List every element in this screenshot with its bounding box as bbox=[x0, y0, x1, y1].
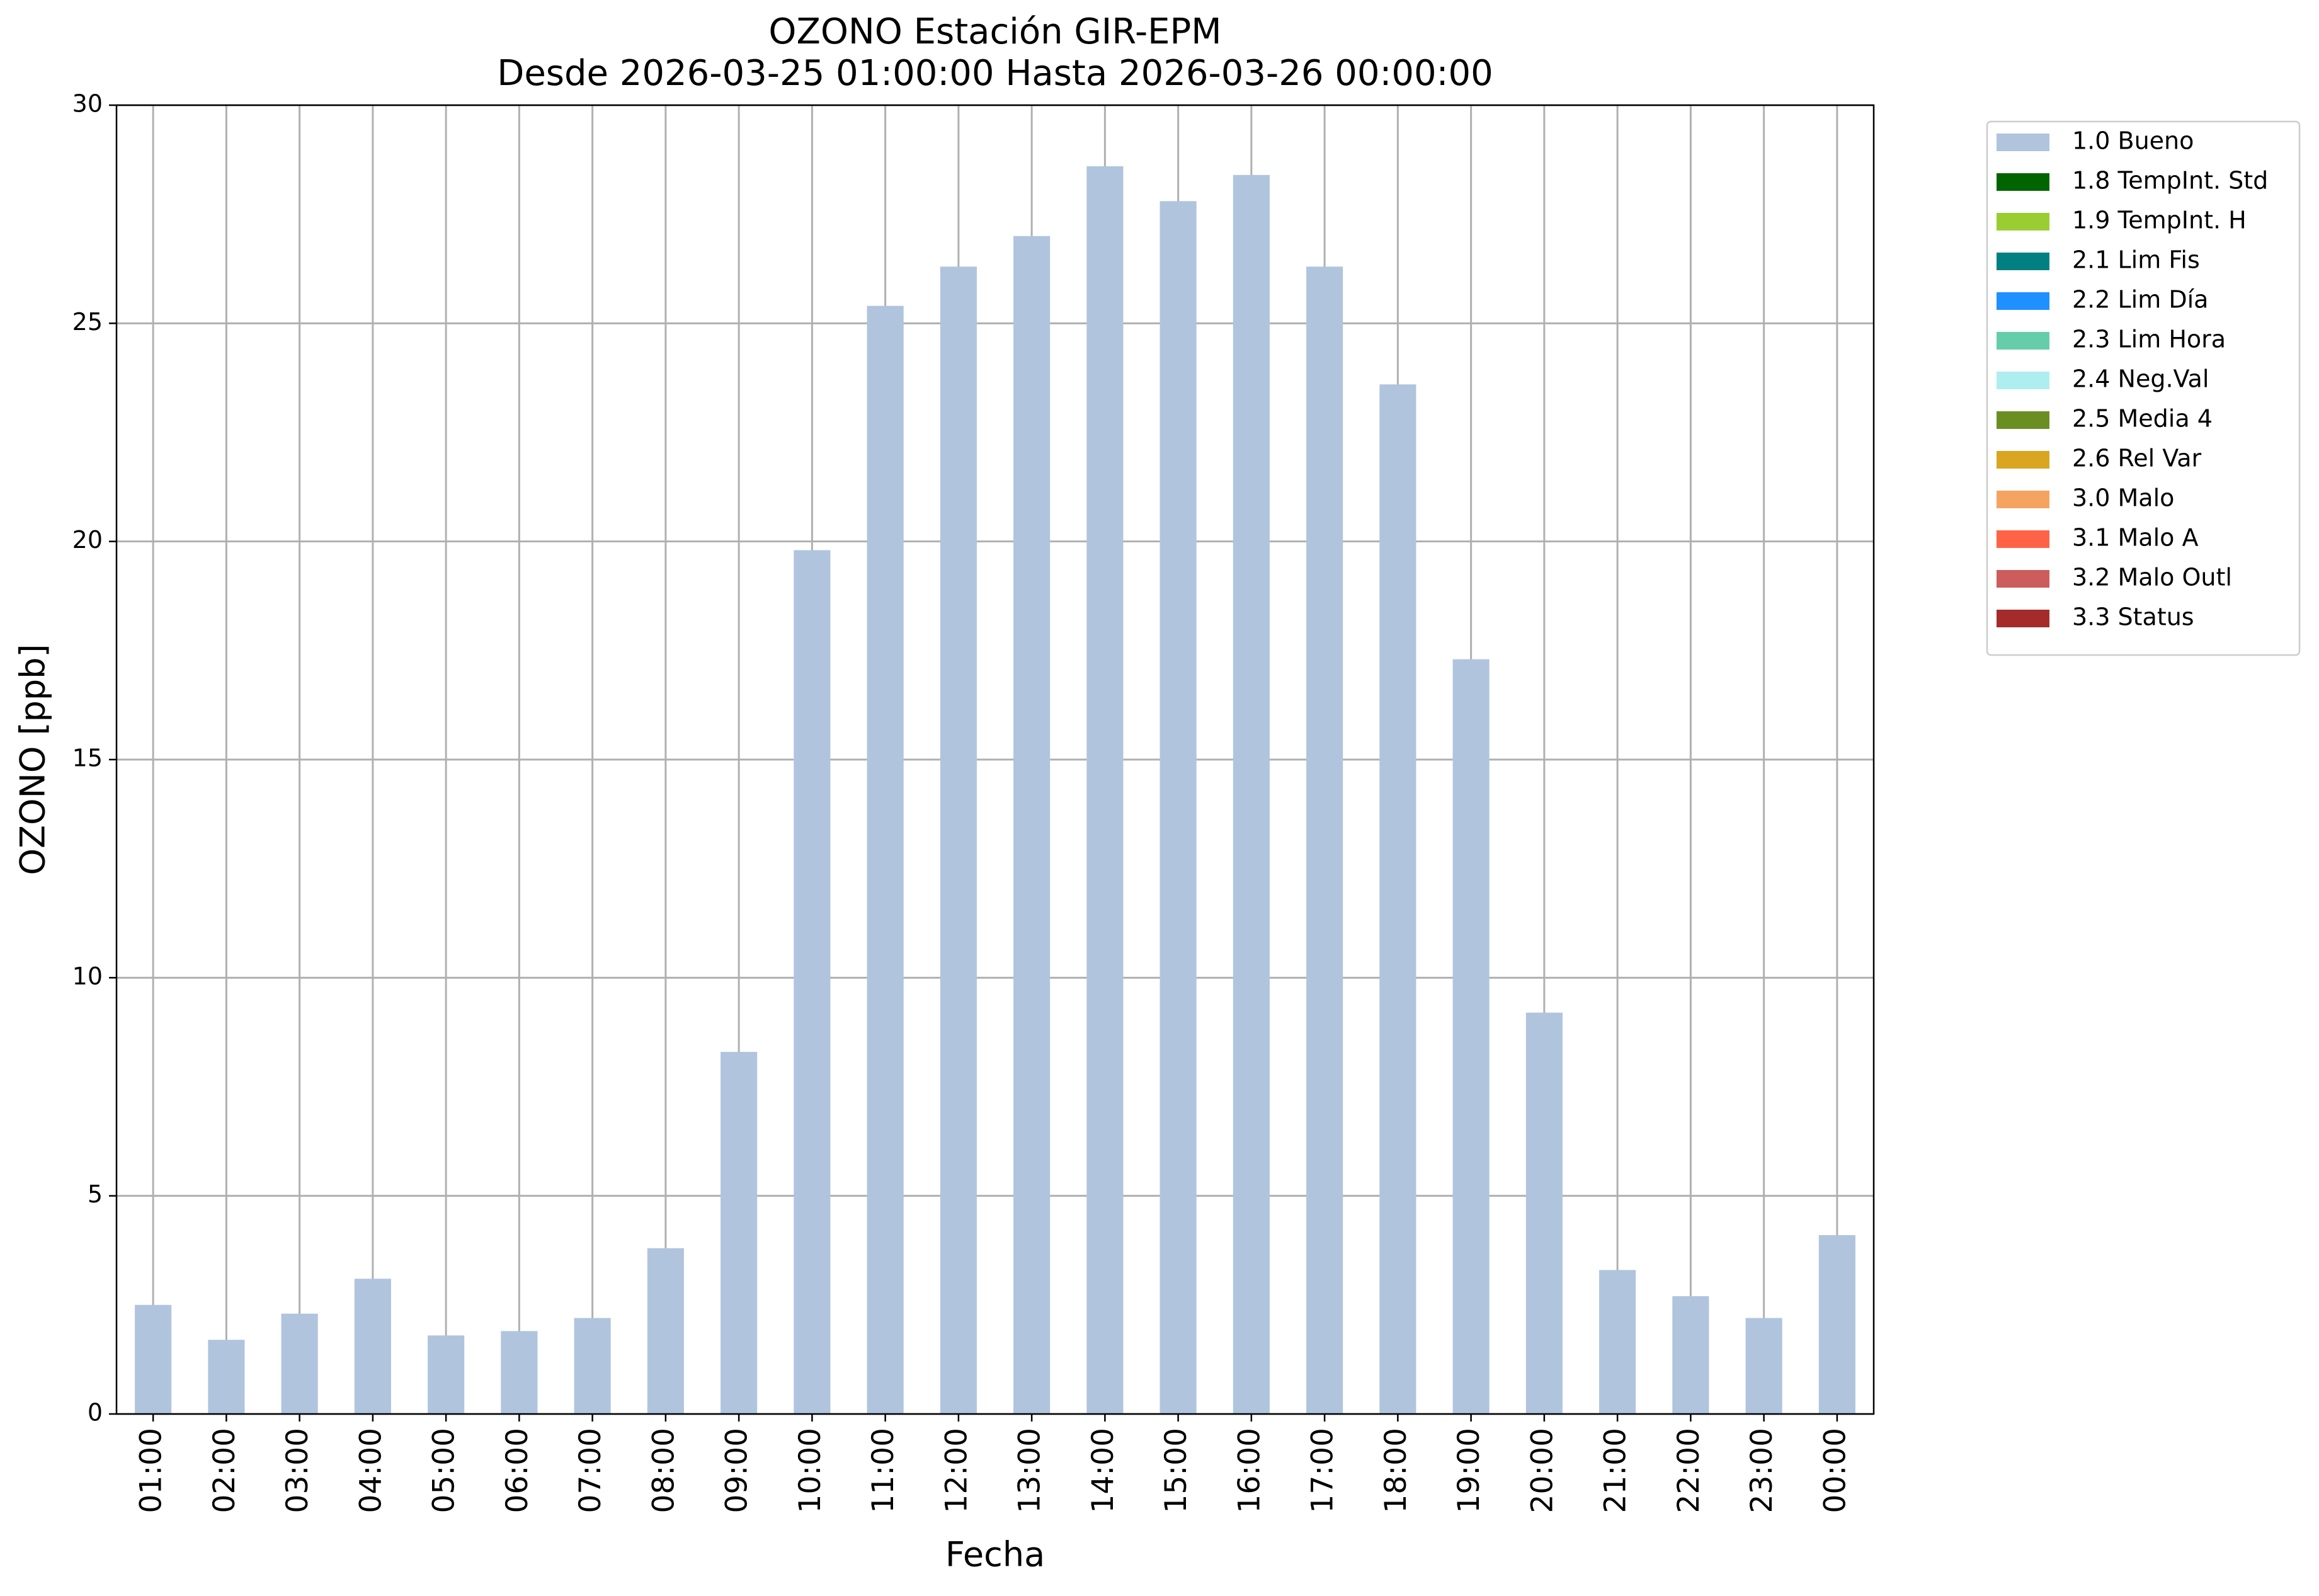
chart-title: OZONO Estación GIR-EPM bbox=[768, 11, 1221, 52]
x-axis-label: Fecha bbox=[945, 1535, 1045, 1575]
bar bbox=[867, 305, 904, 1414]
bar bbox=[354, 1279, 391, 1414]
x-tick-label: 07:00 bbox=[573, 1428, 608, 1513]
x-tick-label: 12:00 bbox=[939, 1428, 974, 1513]
bar bbox=[1233, 174, 1270, 1414]
x-tick-label: 02:00 bbox=[207, 1428, 242, 1513]
legend-label: 2.6 Rel Var bbox=[2072, 445, 2202, 472]
legend-swatch bbox=[1997, 570, 2049, 588]
y-tick-label: 30 bbox=[72, 90, 103, 118]
y-tick-label: 15 bbox=[72, 744, 103, 772]
legend-label: 1.0 Bueno bbox=[2072, 127, 2194, 155]
legend-swatch bbox=[1997, 530, 2049, 548]
legend-label: 3.1 Malo A bbox=[2072, 524, 2198, 552]
x-tick-label: 19:00 bbox=[1452, 1428, 1486, 1513]
x-tick-label: 16:00 bbox=[1232, 1428, 1267, 1513]
x-tick-label: 15:00 bbox=[1159, 1428, 1194, 1513]
bar bbox=[647, 1248, 684, 1414]
legend-box bbox=[1986, 120, 2301, 656]
legend-label: 2.1 Lim Fis bbox=[2072, 246, 2200, 274]
legend-swatch bbox=[1997, 491, 2049, 508]
legend-label: 3.2 Malo Outl bbox=[2072, 564, 2232, 591]
x-tick-label: 10:00 bbox=[793, 1428, 828, 1513]
x-tick-label: 04:00 bbox=[353, 1428, 388, 1513]
bar bbox=[1599, 1270, 1636, 1414]
x-tick-label: 09:00 bbox=[720, 1428, 755, 1513]
bar bbox=[1525, 1012, 1563, 1414]
bar bbox=[1086, 166, 1124, 1414]
y-tick-label: 0 bbox=[88, 1399, 103, 1427]
legend-label: 2.3 Lim Hora bbox=[2072, 326, 2226, 353]
legend-swatch bbox=[1997, 213, 2049, 231]
bar bbox=[1452, 659, 1490, 1414]
x-tick-label: 03:00 bbox=[280, 1428, 315, 1513]
x-tick-label: 06:00 bbox=[500, 1428, 535, 1513]
x-tick-label: 14:00 bbox=[1086, 1428, 1120, 1513]
y-axis-label: OZONO [ppb] bbox=[13, 644, 53, 875]
bar bbox=[721, 1052, 758, 1414]
bar bbox=[1013, 236, 1051, 1414]
bar bbox=[501, 1331, 538, 1414]
x-tick-label: 01:00 bbox=[134, 1428, 169, 1513]
chart-subtitle: Desde 2026-03-25 01:00:00 Hasta 2026-03-… bbox=[497, 53, 1493, 94]
y-tick-label: 20 bbox=[72, 526, 103, 554]
x-tick-label: 22:00 bbox=[1672, 1428, 1706, 1513]
bar bbox=[1379, 384, 1416, 1414]
legend-label: 1.9 TempInt. H bbox=[2072, 207, 2247, 234]
legend-swatch bbox=[1997, 292, 2049, 310]
legend-label: 2.5 Media 4 bbox=[2072, 405, 2213, 433]
x-tick-label: 08:00 bbox=[646, 1428, 681, 1513]
bar bbox=[135, 1304, 172, 1414]
bar bbox=[428, 1335, 465, 1414]
legend-swatch bbox=[1997, 372, 2049, 389]
x-tick-label: 17:00 bbox=[1306, 1428, 1340, 1513]
x-tick-label: 11:00 bbox=[866, 1428, 901, 1513]
legend-label: 1.8 TempInt. Std bbox=[2072, 167, 2268, 195]
bar bbox=[1160, 201, 1197, 1414]
bar bbox=[1306, 266, 1343, 1415]
x-tick-label: 20:00 bbox=[1525, 1428, 1559, 1513]
legend-swatch bbox=[1997, 253, 2049, 270]
x-tick-label: 18:00 bbox=[1379, 1428, 1413, 1513]
bar bbox=[281, 1313, 318, 1414]
x-tick-label: 13:00 bbox=[1013, 1428, 1047, 1513]
legend-swatch bbox=[1997, 134, 2049, 151]
legend-label: 2.2 Lim Día bbox=[2072, 286, 2208, 314]
plot-frame bbox=[115, 104, 1875, 1415]
bar bbox=[1672, 1296, 1709, 1414]
legend-label: 2.4 Neg.Val bbox=[2072, 365, 2209, 393]
legend-swatch bbox=[1997, 173, 2049, 191]
x-tick-label: 23:00 bbox=[1745, 1428, 1779, 1513]
x-tick-label: 21:00 bbox=[1598, 1428, 1633, 1513]
bar bbox=[208, 1340, 245, 1414]
y-tick-label: 25 bbox=[72, 308, 103, 336]
legend-swatch bbox=[1997, 332, 2049, 350]
legend-swatch bbox=[1997, 610, 2049, 627]
bar bbox=[794, 550, 831, 1414]
bar bbox=[574, 1318, 611, 1414]
x-tick-label: 05:00 bbox=[427, 1428, 462, 1513]
x-tick-label: 00:00 bbox=[1818, 1428, 1852, 1513]
y-tick-label: 10 bbox=[72, 962, 103, 990]
bar bbox=[1745, 1318, 1782, 1414]
legend-label: 3.3 Status bbox=[2072, 603, 2194, 631]
y-tick-label: 5 bbox=[88, 1180, 103, 1208]
bar bbox=[1818, 1235, 1855, 1414]
bar bbox=[940, 266, 977, 1415]
legend-swatch bbox=[1997, 411, 2049, 429]
legend-swatch bbox=[1997, 451, 2049, 469]
legend-label: 3.0 Malo bbox=[2072, 484, 2174, 512]
